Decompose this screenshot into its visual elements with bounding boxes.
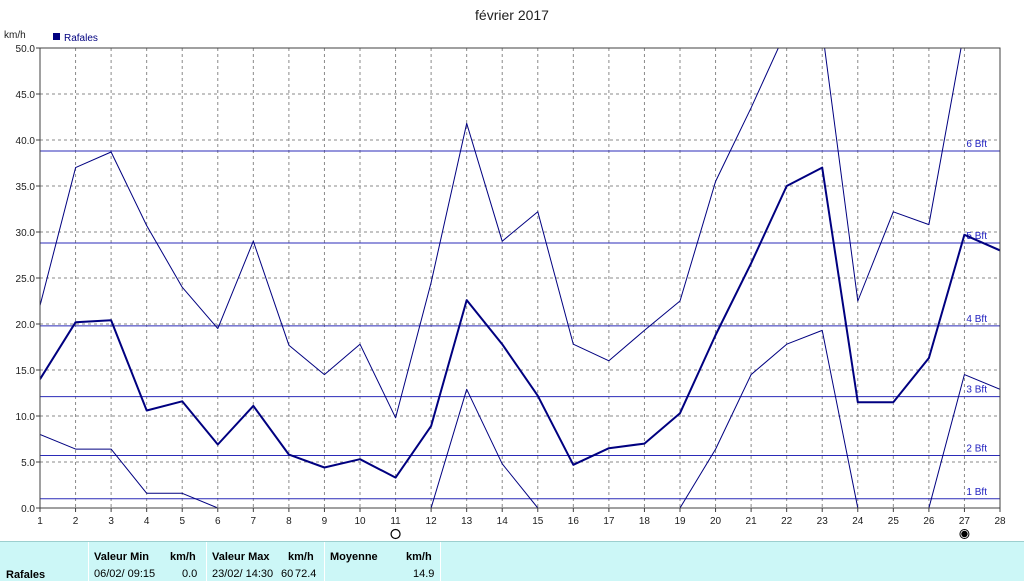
x-tick-label: 28 xyxy=(994,516,1006,527)
legend-label: Rafales xyxy=(64,33,98,44)
divider xyxy=(88,542,89,581)
x-tick-label: 22 xyxy=(781,516,793,527)
x-tick-label: 12 xyxy=(426,516,438,527)
series-line-2 xyxy=(679,329,859,508)
x-tick-label: 9 xyxy=(322,516,328,527)
divider xyxy=(440,542,441,581)
avg-header: Moyenne xyxy=(330,551,378,563)
y-tick-label: 40.0 xyxy=(16,136,36,147)
avg-unit-header: km/h xyxy=(406,551,432,563)
x-tick-label: 10 xyxy=(354,516,366,527)
x-tick-label: 6 xyxy=(215,516,221,527)
x-tick-label: 5 xyxy=(179,516,185,527)
beaufort-lines: 1 Bft 2 Bft 3 Bft 4 Bft 5 Bft 6 Bft xyxy=(40,139,1000,500)
grid xyxy=(40,48,1000,508)
max-unit-header: km/h xyxy=(288,551,314,563)
avg-value: 14.9 xyxy=(413,568,435,580)
series-line-2 xyxy=(40,433,218,508)
series-line-2 xyxy=(928,374,1000,508)
y-tick-label: 10.0 xyxy=(16,412,36,423)
x-tick-label: 20 xyxy=(710,516,722,527)
statistics-panel: Rafales Valeur Min km/h 06/02/ 09:15 0.0… xyxy=(0,541,1024,581)
x-tick-label: 21 xyxy=(746,516,758,527)
x-tick-label: 3 xyxy=(108,516,114,527)
y-tick-label: 50.0 xyxy=(16,44,36,55)
series xyxy=(40,48,1000,508)
x-tick-label: 15 xyxy=(532,516,544,527)
y-tick-label: 45.0 xyxy=(16,90,36,101)
min-value: 0.0 xyxy=(182,568,198,580)
y-tick-label: 5.0 xyxy=(21,458,35,469)
x-tick-label: 13 xyxy=(461,516,473,527)
x-tick-label: 7 xyxy=(251,516,257,527)
max-extra: 60 xyxy=(281,568,294,580)
y-tick-label: 15.0 xyxy=(16,366,36,377)
beaufort-label: 1 Bft xyxy=(966,487,987,498)
x-tick-label: 1 xyxy=(37,516,43,527)
beaufort-label: 6 Bft xyxy=(966,139,987,150)
x-tick-label: 19 xyxy=(674,516,686,527)
x-tick-label: 27 xyxy=(959,516,971,527)
max-value: 72.4 xyxy=(295,568,317,580)
x-tick-label: 17 xyxy=(603,516,615,527)
moon-phases xyxy=(390,528,970,540)
x-tick-label: 14 xyxy=(497,516,509,527)
divider xyxy=(206,542,207,581)
x-tick-label: 24 xyxy=(852,516,864,527)
chart: février 2017 km/h Rafales 1 Bft 2 Bft 3 Bf… xyxy=(4,7,1006,540)
x-tick-label: 11 xyxy=(390,516,401,527)
x-tick-label: 16 xyxy=(568,516,580,527)
beaufort-label: 2 Bft xyxy=(966,444,987,455)
series-line-2 xyxy=(430,388,539,508)
x-tick-label: 2 xyxy=(73,516,79,527)
chart-title: février 2017 xyxy=(475,7,549,23)
min-unit-header: km/h xyxy=(170,551,196,563)
x-tick-label: 23 xyxy=(817,516,829,527)
max-time: 23/02/ 14:30 xyxy=(212,568,274,580)
min-time: 06/02/ 09:15 xyxy=(94,568,156,580)
y-tick-label: 25.0 xyxy=(16,274,36,285)
stats-row-label: Rafales xyxy=(6,569,46,581)
legend-swatch xyxy=(53,33,60,40)
x-tick-label: 4 xyxy=(144,516,150,527)
max-header: Valeur Max xyxy=(212,551,270,563)
series-line-1 xyxy=(40,48,962,419)
y-tick-label: 35.0 xyxy=(16,182,36,193)
divider xyxy=(324,542,325,581)
beaufort-label: 4 Bft xyxy=(966,314,987,325)
axes: 0.0 5.0 10.0 15.0 20.0 25.0 30.0 35.0 40.0 45.0 50… xyxy=(16,44,1006,527)
full-moon-icon xyxy=(390,528,401,540)
y-axis-unit: km/h xyxy=(4,30,26,41)
x-tick-label: 18 xyxy=(639,516,651,527)
new-moon-fill xyxy=(961,530,968,538)
series-line-rafales xyxy=(40,166,1000,479)
x-tick-label: 25 xyxy=(888,516,900,527)
y-tick-label: 30.0 xyxy=(16,228,36,239)
y-tick-label: 20.0 xyxy=(16,320,36,331)
min-header: Valeur Min xyxy=(94,551,150,563)
beaufort-label: 5 Bft xyxy=(966,231,987,242)
beaufort-label: 3 Bft xyxy=(966,385,987,396)
x-tick-label: 26 xyxy=(923,516,935,527)
x-tick-label: 8 xyxy=(286,516,292,527)
y-tick-label: 0.0 xyxy=(21,504,35,515)
